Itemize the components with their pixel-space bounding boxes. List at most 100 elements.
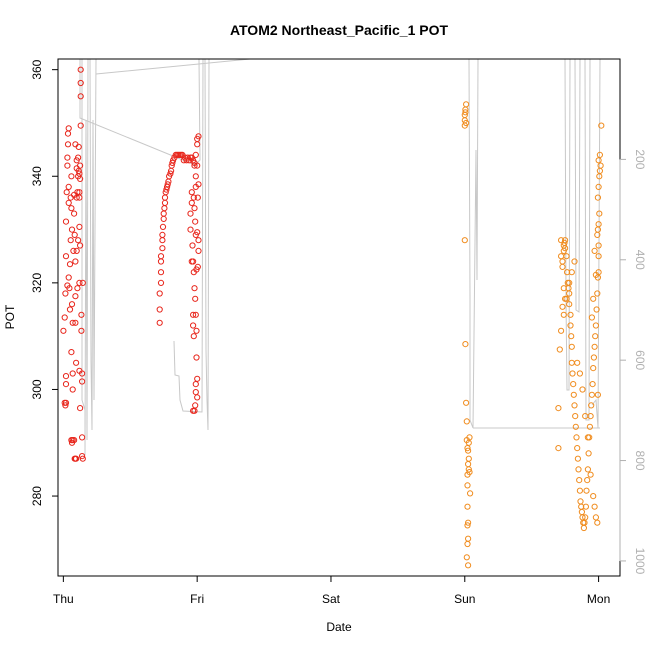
data-point [591,343,598,350]
y-axis-label: POT [3,304,17,329]
data-point [566,290,573,297]
data-point [195,133,202,140]
data-point [558,253,565,260]
data-point [563,295,570,302]
x-tick-label: Thu [53,592,74,606]
data-point [159,245,166,252]
data-point [585,450,592,457]
data-point [65,125,72,132]
data-point [157,258,165,265]
data-point [556,346,563,353]
data-point [62,290,69,297]
data-point [79,455,86,462]
data-point [594,226,602,233]
data-point [77,79,84,87]
y2-tick-label: 400 [633,250,647,270]
depth-trace [95,58,620,75]
depth-trace [584,58,591,421]
data-point [75,237,82,244]
data-point [191,285,198,292]
depth-line-layer [79,58,620,456]
data-point [62,402,69,409]
data-point [69,370,76,377]
data-point [590,295,597,302]
data-point [68,349,75,356]
data-point [192,295,199,302]
data-point [79,378,86,385]
data-point [74,189,81,196]
data-point [76,194,83,201]
data-point [188,258,195,265]
data-point [194,194,201,201]
data-point [194,263,201,270]
data-point [77,122,84,129]
data-point [569,370,576,377]
data-point [161,194,169,201]
data-point [62,218,70,225]
data-point [594,519,601,526]
data-point [192,311,199,318]
data-point [559,263,566,270]
depth-trace [591,58,601,429]
data-point [192,389,199,396]
data-point [64,141,72,148]
y2-tick-label: 1000 [633,548,647,575]
data-point [65,183,72,190]
data-point [563,253,570,260]
data-point [72,141,79,148]
data-point [590,365,597,372]
y2-tick-label: 600 [633,350,647,370]
data-point [594,194,602,201]
data-point [592,271,600,278]
data-point [66,306,74,313]
data-point [590,493,597,500]
data-point [68,205,75,212]
data-point [575,466,582,473]
data-point [568,343,575,350]
y-tick-label: 320 [30,273,44,293]
data-point [64,162,71,169]
data-point [78,311,85,318]
data-point [78,327,85,334]
data-point [589,381,596,388]
data-point [576,487,584,494]
depth-trace [564,58,571,391]
data-point [462,341,469,348]
data-point [463,101,470,108]
data-point [583,487,590,494]
data-point [560,285,567,292]
data-point [465,447,472,454]
data-point [574,359,581,366]
data-point [595,221,602,228]
data-point [195,237,202,244]
data-point [188,189,195,196]
data-point [598,122,605,129]
data-point [189,242,196,249]
data-point [161,205,168,212]
data-point [568,269,575,276]
data-point [62,373,70,380]
data-point [464,540,471,548]
data-point [596,210,603,217]
data-point [465,519,472,526]
data-point [70,247,77,254]
data-point [187,226,194,233]
data-point [584,434,592,441]
data-point [68,301,76,308]
data-point [574,445,581,452]
data-point [71,437,78,444]
data-point [156,306,163,313]
depth-trace [468,58,479,429]
data-point [582,503,590,510]
data-point [588,391,596,398]
data-point [594,290,601,297]
data-point [160,210,167,217]
x-tick-label: Sat [322,592,341,606]
data-point [587,471,594,478]
data-point [66,285,73,292]
data-point [79,370,86,377]
data-point [194,141,201,148]
data-point [580,524,588,532]
data-point [586,423,594,430]
